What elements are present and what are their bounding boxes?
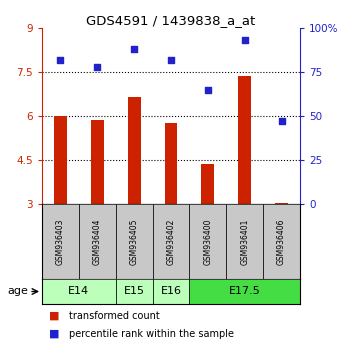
Bar bbox=[226, 204, 263, 279]
Bar bbox=[201, 164, 214, 204]
Bar bbox=[116, 279, 152, 304]
Point bbox=[58, 57, 63, 63]
Bar bbox=[91, 120, 104, 204]
Text: GSM936404: GSM936404 bbox=[93, 218, 102, 265]
Text: ■: ■ bbox=[49, 329, 59, 339]
Point bbox=[242, 38, 247, 43]
Bar bbox=[128, 97, 141, 204]
Bar bbox=[189, 279, 300, 304]
Text: age: age bbox=[7, 286, 28, 297]
Text: transformed count: transformed count bbox=[69, 311, 160, 321]
Text: E17.5: E17.5 bbox=[229, 286, 261, 297]
Bar bbox=[54, 116, 67, 204]
Text: GSM936402: GSM936402 bbox=[167, 218, 175, 265]
Bar bbox=[165, 123, 177, 204]
Bar bbox=[116, 204, 152, 279]
Point bbox=[168, 57, 174, 63]
Text: GSM936406: GSM936406 bbox=[277, 218, 286, 265]
Bar bbox=[42, 204, 79, 279]
Bar bbox=[79, 204, 116, 279]
Text: GSM936401: GSM936401 bbox=[240, 218, 249, 265]
Bar bbox=[152, 204, 189, 279]
Text: ■: ■ bbox=[49, 311, 59, 321]
Text: E14: E14 bbox=[68, 286, 90, 297]
Text: GSM936405: GSM936405 bbox=[130, 218, 139, 265]
Bar bbox=[189, 204, 226, 279]
Bar bbox=[152, 279, 189, 304]
Text: GSM936403: GSM936403 bbox=[56, 218, 65, 265]
Point bbox=[279, 119, 284, 124]
Text: E16: E16 bbox=[161, 286, 182, 297]
Text: E15: E15 bbox=[124, 286, 145, 297]
Point bbox=[95, 64, 100, 69]
Bar bbox=[238, 76, 251, 204]
Bar bbox=[275, 202, 288, 204]
Bar bbox=[42, 279, 116, 304]
Text: GSM936400: GSM936400 bbox=[203, 218, 212, 265]
Title: GDS4591 / 1439838_a_at: GDS4591 / 1439838_a_at bbox=[87, 14, 256, 27]
Point bbox=[131, 46, 137, 52]
Point bbox=[205, 87, 211, 92]
Bar bbox=[263, 204, 300, 279]
Text: percentile rank within the sample: percentile rank within the sample bbox=[69, 329, 234, 339]
